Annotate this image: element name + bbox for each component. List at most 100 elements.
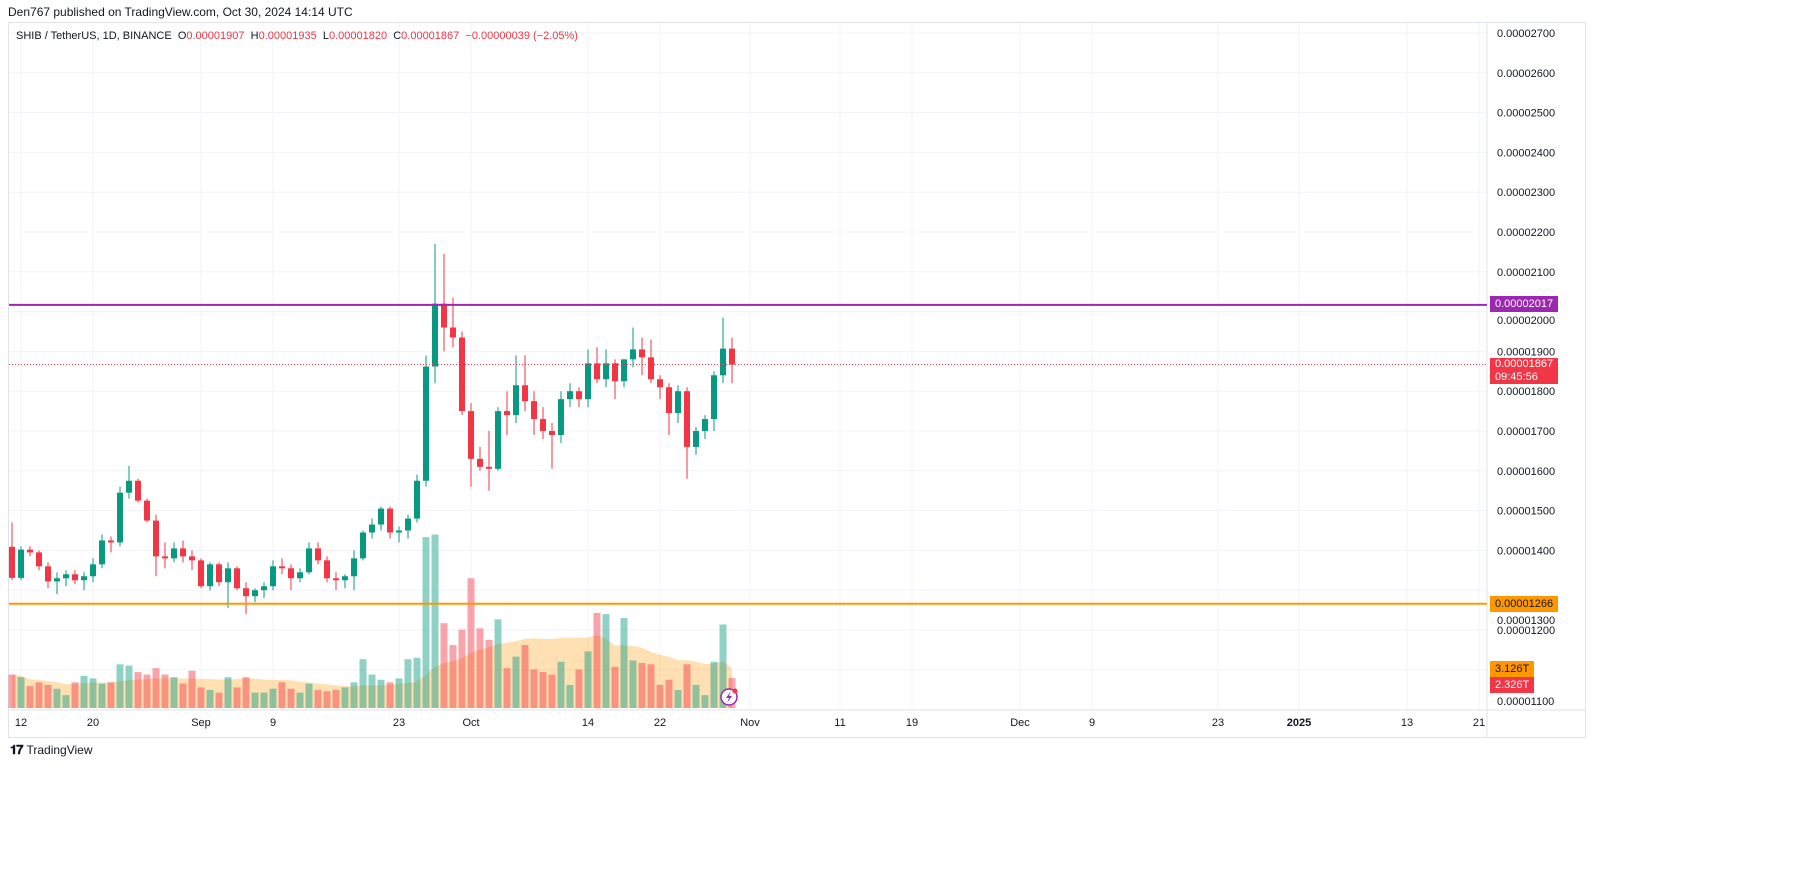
- volume-bar: [377, 679, 385, 708]
- candle-up: [558, 399, 564, 435]
- volume-bar: [431, 534, 439, 708]
- volume-bar: [440, 623, 448, 708]
- volume-bar: [395, 678, 403, 708]
- volume-bar: [665, 679, 673, 708]
- volume-bar: [269, 688, 277, 708]
- lightning-icon: [726, 691, 732, 703]
- notification-dot-icon: [732, 688, 738, 694]
- volume-bar: [692, 684, 700, 708]
- candle-up: [342, 576, 348, 581]
- candle-down: [279, 566, 285, 569]
- candle-down: [72, 574, 78, 581]
- candle-up: [18, 549, 24, 578]
- volume-bar: [260, 692, 268, 708]
- price-tick-label: 0.00001300: [1497, 615, 1555, 627]
- candle-up: [603, 363, 609, 380]
- candle-down: [144, 500, 150, 521]
- time-tick-label: 19: [906, 717, 918, 729]
- candle-down: [531, 401, 537, 420]
- volume-bar: [593, 612, 601, 708]
- volume-bar: [233, 687, 241, 708]
- candle-down: [36, 552, 42, 567]
- volume-bar: [134, 672, 142, 708]
- close-value: 0.00001867: [401, 30, 460, 42]
- price-tick-label: 0.00002300: [1497, 187, 1555, 199]
- candle-up: [405, 518, 411, 531]
- volume-bar: [521, 645, 529, 708]
- volume-bar: [143, 674, 151, 708]
- volume-bar: [44, 684, 52, 708]
- price-tick-label: 0.00001500: [1497, 506, 1555, 518]
- time-tick-label: 2025: [1287, 717, 1311, 729]
- volume-bar: [80, 675, 88, 708]
- volume-bar: [530, 669, 538, 708]
- volume-bar: [611, 666, 619, 708]
- volume-bar: [107, 682, 115, 708]
- volume-bar: [656, 684, 664, 708]
- volume-bar: [53, 688, 61, 708]
- volume-bar: [152, 668, 160, 708]
- candle-down: [684, 391, 690, 447]
- candle-down: [729, 348, 735, 365]
- candle-up: [252, 590, 258, 597]
- symbol-title[interactable]: SHIB / TetherUS, 1D, BINANCE: [16, 30, 172, 42]
- time-tick-label: 20: [87, 717, 99, 729]
- candle-up: [360, 532, 366, 559]
- volume-bar: [215, 692, 223, 708]
- price-tick-label: 0.00001700: [1497, 426, 1555, 438]
- candle-up: [378, 508, 384, 525]
- volume-ma-area: [12, 635, 732, 708]
- candle-up: [63, 574, 69, 579]
- volume-bar: [575, 669, 583, 708]
- volume-bar: [305, 683, 313, 708]
- time-tick-label: 23: [393, 717, 405, 729]
- time-tick-label: 13: [1401, 717, 1413, 729]
- price-tick-label: 0.00002000: [1497, 315, 1555, 327]
- candle-down: [594, 363, 600, 380]
- resistance-price-tag: 0.00002017: [1490, 296, 1558, 312]
- footer: 𝟏𝟕 TradingView: [10, 742, 93, 758]
- price-tick-label: 0.00002400: [1497, 147, 1555, 159]
- volume-tag: 2.326T: [1490, 677, 1534, 693]
- candle-down: [333, 578, 339, 581]
- volume-bar: [674, 690, 682, 708]
- volume-bar: [341, 687, 349, 708]
- bar-countdown: 09:45:56: [1495, 371, 1538, 383]
- candle-down: [639, 349, 645, 358]
- volume-bar: [719, 624, 727, 708]
- volume-bar: [638, 663, 646, 708]
- price-tick-label: 0.00001600: [1497, 466, 1555, 478]
- candle-up: [306, 548, 312, 573]
- price-tick-label: 0.00001800: [1497, 386, 1555, 398]
- volume-bar: [206, 690, 214, 708]
- open-label: O: [177, 30, 187, 42]
- volume-bar: [161, 674, 169, 708]
- candle-down: [612, 363, 618, 382]
- volume-bar: [548, 674, 556, 708]
- candle-up: [225, 568, 231, 583]
- candle-up: [54, 578, 60, 582]
- chart-frame[interactable]: [8, 22, 1586, 738]
- candle-down: [243, 588, 249, 597]
- candle-up: [297, 572, 303, 579]
- volume-bar: [188, 670, 196, 708]
- candle-down: [666, 387, 672, 414]
- volume-bar: [26, 686, 34, 708]
- volume-bar: [125, 665, 133, 708]
- time-tick-label: 21: [1473, 717, 1485, 729]
- candle-down: [45, 566, 51, 582]
- candle-up: [369, 524, 375, 533]
- candle-up: [90, 564, 96, 577]
- volume-ma-tag: 3.126T: [1490, 661, 1534, 677]
- volume-bar: [359, 659, 367, 708]
- brand-name[interactable]: TradingView: [26, 743, 93, 757]
- high-value: 0.00001935: [258, 30, 317, 42]
- close-label: C: [393, 30, 402, 42]
- publish-info: Den767 published on TradingView.com, Oct…: [8, 5, 353, 19]
- candle-down: [198, 560, 204, 587]
- price-tick-label: 0.00001100: [1497, 696, 1554, 708]
- volume-bar: [116, 664, 124, 708]
- candle-up: [495, 411, 501, 469]
- volume-bar: [476, 628, 484, 708]
